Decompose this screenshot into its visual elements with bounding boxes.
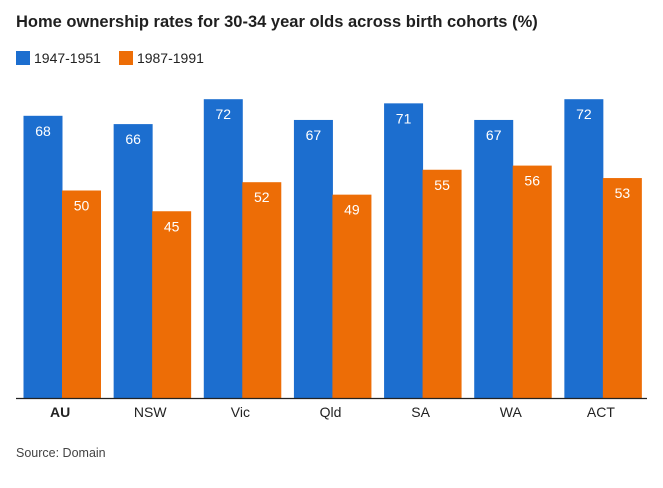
bar-wa-1987-1991 <box>512 165 552 398</box>
data-label-wa-1987-1991: 56 <box>524 173 540 189</box>
bar-nsw-1987-1991 <box>152 211 192 398</box>
legend-swatch-1947-1951 <box>16 51 30 65</box>
bar-act-1947-1951 <box>564 99 604 398</box>
data-label-act-1987-1991: 53 <box>615 185 631 201</box>
bar-qld-1947-1951 <box>293 119 333 398</box>
bar-nsw-1947-1951 <box>113 124 153 398</box>
x-tick-label-qld: Qld <box>320 404 342 420</box>
data-label-vic-1987-1991: 52 <box>254 189 270 205</box>
bar-act-1987-1991 <box>602 178 642 398</box>
legend-label-1947-1951: 1947-1951 <box>34 50 101 66</box>
legend-swatch-1987-1991 <box>118 51 133 65</box>
bar-sa-1987-1991 <box>422 169 462 398</box>
legend-item-1987-1991: 1987-1991 <box>118 50 204 66</box>
data-label-au-1947-1951: 68 <box>35 123 51 139</box>
x-tick-label-wa: WA <box>500 404 523 420</box>
legend-item-1947-1951: 1947-1951 <box>16 50 101 66</box>
bar-au-1947-1951 <box>23 115 63 399</box>
source-note: Source: Domain <box>16 446 106 460</box>
data-label-sa-1987-1991: 55 <box>434 177 450 193</box>
data-label-qld-1987-1991: 49 <box>344 202 360 218</box>
bar-wa-1947-1951 <box>474 119 514 398</box>
data-label-sa-1947-1951: 71 <box>396 110 412 126</box>
bar-qld-1987-1991 <box>332 194 372 398</box>
data-label-nsw-1947-1951: 66 <box>125 131 141 147</box>
bar-vic-1987-1991 <box>242 182 282 398</box>
data-label-nsw-1987-1991: 45 <box>164 218 180 234</box>
bar-vic-1947-1951 <box>203 99 243 398</box>
chart-title: Home ownership rates for 30-34 year olds… <box>16 13 538 31</box>
x-tick-label-sa: SA <box>411 404 430 420</box>
x-tick-label-nsw: NSW <box>134 404 167 420</box>
data-label-qld-1947-1951: 67 <box>306 127 322 143</box>
x-tick-label-au: AU <box>50 404 70 420</box>
x-tick-label-vic: Vic <box>231 404 250 420</box>
data-label-act-1947-1951: 72 <box>576 106 592 122</box>
legend-label-1987-1991: 1987-1991 <box>136 50 204 66</box>
bar-sa-1947-1951 <box>384 103 424 398</box>
data-label-au-1987-1991: 50 <box>74 198 90 214</box>
legend: 1947-1951 1987-1991 <box>16 50 222 66</box>
x-tick-label-act: ACT <box>587 404 615 420</box>
bar-au-1987-1991 <box>62 190 101 398</box>
data-label-wa-1947-1951: 67 <box>486 127 502 143</box>
data-label-vic-1947-1951: 72 <box>215 106 231 122</box>
